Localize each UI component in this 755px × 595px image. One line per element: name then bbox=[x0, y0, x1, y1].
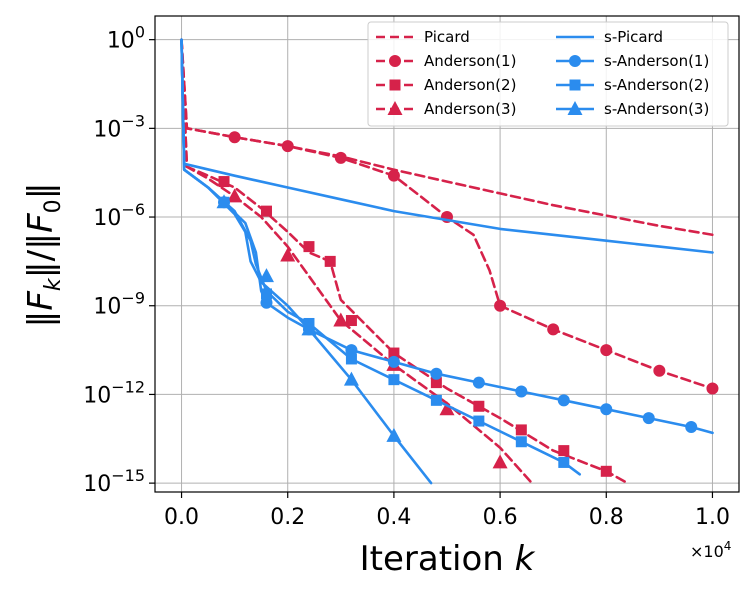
legend-label-picard: Picard bbox=[424, 28, 470, 46]
legend-label-anderson-3: Anderson(3) bbox=[424, 100, 516, 118]
series-anderson-2 bbox=[180, 38, 629, 485]
data-point-anderson-1 bbox=[334, 151, 347, 164]
data-point-anderson-2 bbox=[303, 241, 315, 253]
data-point-s-anderson-2 bbox=[558, 456, 570, 468]
data-point-s-anderson-2 bbox=[260, 288, 272, 300]
data-point-s-anderson-1 bbox=[557, 394, 570, 407]
data-point-s-anderson-1 bbox=[345, 344, 358, 357]
series-s-anderson-3 bbox=[180, 38, 433, 485]
legend-marker-s-anderson-2 bbox=[569, 79, 581, 91]
data-point-s-anderson-2 bbox=[388, 374, 400, 386]
data-point-anderson-1 bbox=[547, 323, 560, 336]
data-point-anderson-1 bbox=[494, 299, 507, 312]
ticks: 0.0 0.2 0.4 0.6 0.8 1.0 100 10−3 10−6 10−9 10−12 10… bbox=[83, 23, 730, 530]
x-tick-label: 0.4 bbox=[376, 505, 411, 530]
data-point-anderson-2 bbox=[600, 465, 612, 477]
data-point-s-anderson-2 bbox=[345, 353, 357, 365]
data-point-anderson-3 bbox=[333, 312, 349, 327]
y-tick-label: 10−9 bbox=[93, 289, 145, 320]
data-point-s-anderson-1 bbox=[387, 355, 400, 368]
y-tick-label: 100 bbox=[107, 23, 145, 54]
legend-label-anderson-1: Anderson(1) bbox=[424, 52, 516, 70]
x-tick-label: 0.2 bbox=[270, 505, 305, 530]
data-point-anderson-1 bbox=[387, 169, 400, 182]
data-point-s-anderson-1 bbox=[515, 385, 528, 398]
legend-label-s-anderson-2: s-Anderson(2) bbox=[604, 76, 709, 94]
legend-label-s-anderson-1: s-Anderson(1) bbox=[604, 52, 709, 70]
data-point-anderson-2 bbox=[430, 377, 442, 389]
plot-frame bbox=[154, 15, 740, 493]
legend-marker-anderson-1 bbox=[389, 55, 401, 67]
data-point-s-anderson-3 bbox=[386, 427, 402, 442]
y-tick-label: 10−15 bbox=[83, 466, 145, 497]
data-point-anderson-2 bbox=[345, 315, 357, 327]
data-point-s-anderson-2 bbox=[473, 415, 485, 427]
data-point-anderson-2 bbox=[473, 400, 485, 412]
data-point-s-anderson-3 bbox=[258, 268, 274, 283]
data-point-anderson-3 bbox=[227, 188, 243, 203]
x-tick-label: 1.0 bbox=[695, 505, 730, 530]
x-tick-label: 0.6 bbox=[483, 505, 518, 530]
data-point-anderson-2 bbox=[324, 255, 336, 267]
data-point-anderson-1 bbox=[653, 364, 666, 377]
x-offset-label: ×104 bbox=[690, 539, 731, 561]
legend-marker-s-anderson-3 bbox=[567, 101, 583, 115]
data-point-s-anderson-2 bbox=[515, 436, 527, 448]
legend-marker-anderson-2 bbox=[389, 79, 401, 91]
data-point-anderson-2 bbox=[515, 424, 527, 436]
data-point-anderson-1 bbox=[600, 344, 613, 357]
data-point-s-anderson-3 bbox=[301, 321, 317, 336]
data-point-anderson-2 bbox=[558, 445, 570, 457]
y-tick-label: 10−3 bbox=[93, 111, 145, 142]
data-point-s-anderson-1 bbox=[430, 367, 443, 380]
legend: Picard Anderson(1) Anderson(2) Anderson(3) s… bbox=[367, 21, 729, 127]
data-point-s-anderson-1 bbox=[600, 403, 613, 416]
series-line-s-anderson-3 bbox=[180, 38, 433, 485]
x-axis-label: Iteration k bbox=[360, 539, 536, 579]
legend-label-s-anderson-3: s-Anderson(3) bbox=[604, 100, 709, 118]
legend-marker-anderson-3 bbox=[387, 101, 403, 115]
y-tick-label: 10−6 bbox=[93, 200, 145, 231]
data-point-anderson-2 bbox=[260, 205, 272, 217]
data-point-anderson-3 bbox=[280, 247, 296, 262]
series-line-s-picard bbox=[180, 38, 714, 254]
data-point-anderson-2 bbox=[218, 176, 230, 188]
legend-label-anderson-2: Anderson(2) bbox=[424, 76, 516, 94]
series-s-picard bbox=[180, 38, 714, 254]
data-point-s-anderson-1 bbox=[472, 376, 485, 389]
data-point-s-anderson-1 bbox=[685, 420, 698, 433]
y-tick-label: 10−12 bbox=[83, 377, 145, 408]
data-point-anderson-3 bbox=[492, 454, 508, 469]
x-tick-label: 0.8 bbox=[589, 505, 624, 530]
data-point-s-anderson-1 bbox=[260, 296, 273, 309]
data-point-s-anderson-1 bbox=[642, 412, 655, 425]
legend-marker-s-anderson-1 bbox=[569, 55, 581, 67]
data-point-anderson-1 bbox=[281, 140, 294, 153]
data-point-anderson-1 bbox=[228, 131, 241, 144]
legend-label-s-picard: s-Picard bbox=[604, 28, 663, 46]
data-point-s-anderson-2 bbox=[430, 394, 442, 406]
series-layer bbox=[180, 38, 719, 485]
data-point-anderson-3 bbox=[439, 401, 455, 416]
legend-box bbox=[367, 21, 729, 127]
data-point-s-anderson-3 bbox=[343, 371, 359, 386]
data-point-s-anderson-3 bbox=[216, 194, 232, 209]
x-tick-label: 0.0 bbox=[164, 505, 199, 530]
data-point-anderson-1 bbox=[706, 382, 719, 395]
data-point-anderson-2 bbox=[388, 347, 400, 359]
y-axis-label: ‖Fk‖/‖F0‖ bbox=[21, 182, 66, 327]
